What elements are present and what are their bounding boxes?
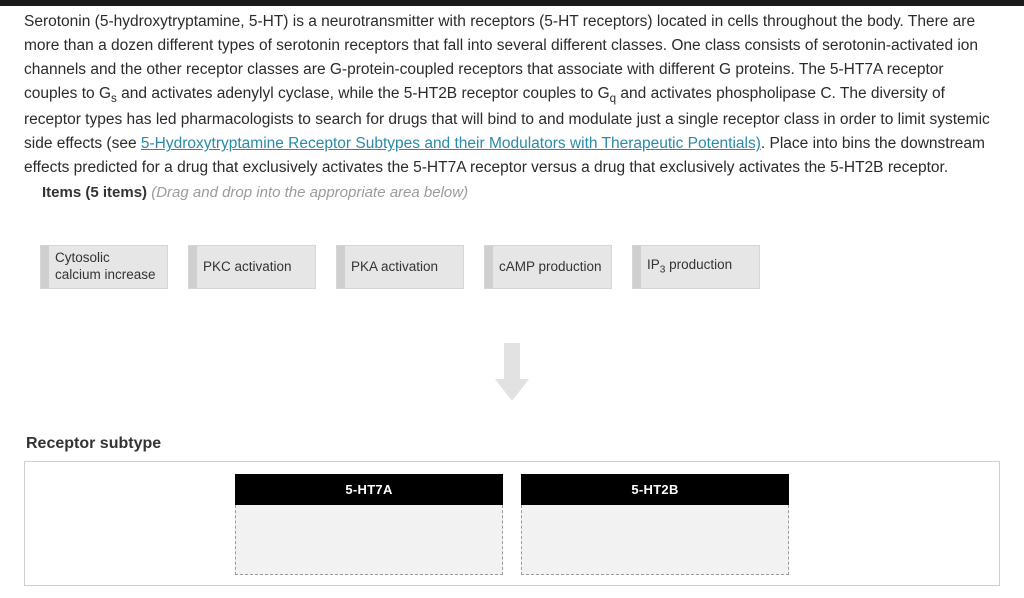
items-header: Items (5 items) (Drag and drop into the … <box>24 184 1000 201</box>
item-label: cAMP production <box>499 259 602 276</box>
draggable-items-row: Cytosolic calcium increase PKC activatio… <box>40 245 1000 289</box>
question-content: Serotonin (5-hydroxytryptamine, 5-HT) is… <box>0 6 1024 586</box>
item-label: Cytosolic calcium increase <box>55 250 159 284</box>
arrow-indicator <box>24 343 1000 405</box>
bin-header: 5-HT2B <box>521 474 789 505</box>
bin-5ht2b: 5-HT2B <box>521 474 789 575</box>
draggable-item[interactable]: PKA activation <box>336 245 464 289</box>
bins-row: 5-HT7A 5-HT2B <box>35 472 989 575</box>
item-label: IP3 production <box>647 257 732 277</box>
passage-text: and activates adenylyl cyclase, while th… <box>117 85 610 102</box>
bin-dropzone[interactable] <box>235 505 503 575</box>
down-arrow-icon <box>495 343 529 405</box>
draggable-item[interactable]: cAMP production <box>484 245 612 289</box>
bin-header: 5-HT7A <box>235 474 503 505</box>
draggable-item[interactable]: PKC activation <box>188 245 316 289</box>
item-label: PKA activation <box>351 259 438 276</box>
category-frame: 5-HT7A 5-HT2B <box>24 461 1000 586</box>
bin-5ht7a: 5-HT7A <box>235 474 503 575</box>
draggable-item[interactable]: IP3 production <box>632 245 760 289</box>
question-passage: Serotonin (5-hydroxytryptamine, 5-HT) is… <box>24 10 1000 180</box>
item-label: PKC activation <box>203 259 292 276</box>
category-heading: Receptor subtype <box>26 435 1000 453</box>
items-hint: (Drag and drop into the appropriate area… <box>151 184 468 201</box>
bin-dropzone[interactable] <box>521 505 789 575</box>
draggable-item[interactable]: Cytosolic calcium increase <box>40 245 168 289</box>
items-count-label: Items (5 items) <box>42 184 147 201</box>
reference-link[interactable]: 5-Hydroxytryptamine Receptor Subtypes an… <box>141 135 761 152</box>
